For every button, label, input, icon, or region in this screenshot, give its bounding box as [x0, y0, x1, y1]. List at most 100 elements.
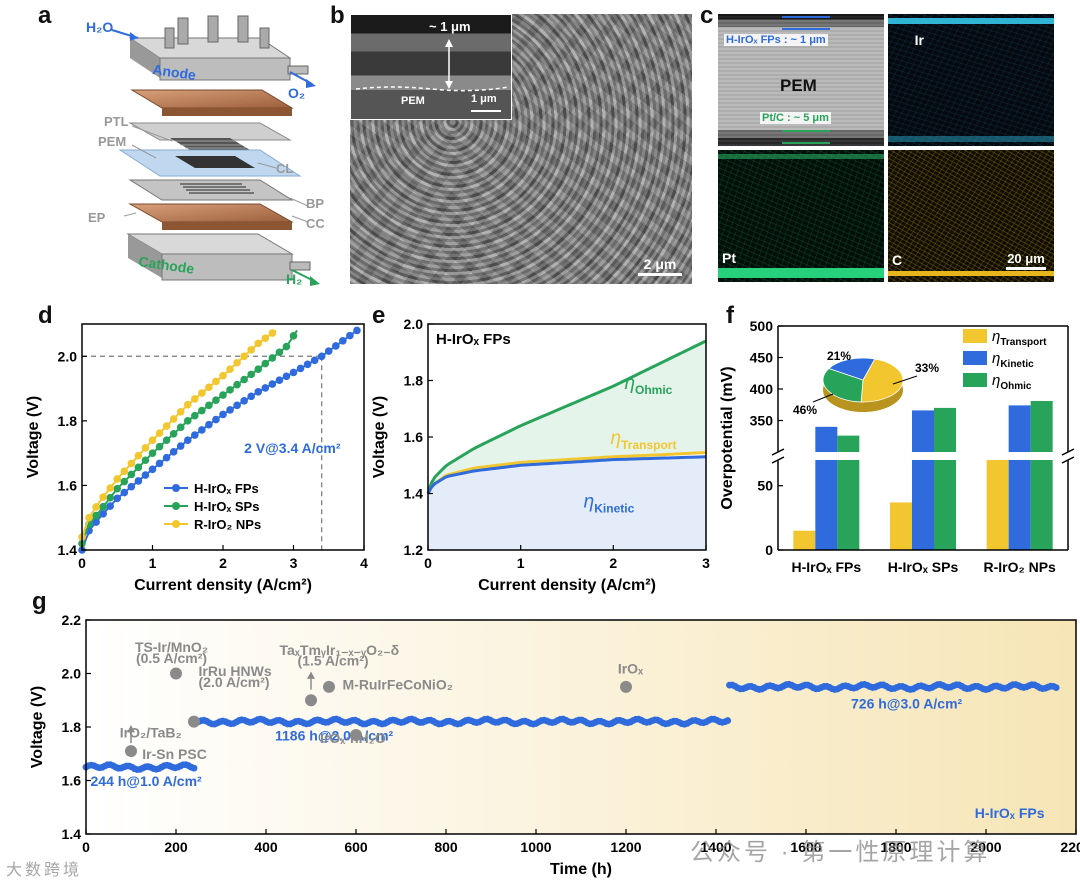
d-point-1 [99, 502, 107, 511]
d-legend-label-2: R-IrO₂ NPs [194, 517, 261, 532]
d-point-0 [296, 364, 305, 373]
g-x-tick-label: 1600 [790, 839, 821, 855]
d-point-0 [226, 406, 234, 414]
eds-label-c: C [892, 252, 903, 268]
inset-scale-label: 1 μm [471, 93, 497, 105]
d-x-tick-label: 1 [149, 555, 157, 571]
g-ref-arrow-head [127, 725, 135, 733]
g-x-tick-label: 800 [434, 839, 458, 855]
d-point-1 [127, 470, 136, 479]
d-legend-marker-2 [172, 520, 180, 528]
d-point-0 [339, 336, 347, 345]
f-break-mark [771, 456, 785, 464]
ptc-thickness-label: Pt/C : ~ 5 μm [760, 112, 831, 124]
g-ref-label-1: Ir-Sn PSC [142, 746, 207, 762]
d-legend-marker-0 [172, 484, 180, 492]
d-point-1 [219, 391, 227, 399]
overpotential-bar-chart: H-IrOₓ FPs H-IrOₓ SPs R-IrO₂ NPs 0 50 350 400… [719, 318, 1075, 575]
f-break-mark [1061, 448, 1075, 456]
f-pie-slice-0 [860, 358, 904, 403]
d-point-0 [162, 453, 171, 462]
d-point-2 [212, 377, 220, 386]
g-y-tick-label: 2.0 [62, 666, 82, 682]
d-point-0 [346, 331, 354, 340]
panel-label-e: e [372, 302, 386, 329]
f-y-tick-label: 0 [765, 542, 773, 558]
g-ref-point [170, 667, 182, 680]
f-y-axis-label: Overpotential (mV) [719, 366, 736, 509]
anode-block [128, 15, 309, 81]
g-point-2 [1052, 684, 1060, 691]
eds-map-ir: Ir [888, 14, 1054, 146]
e-x-tick-label: 3 [702, 555, 710, 571]
eds-map-pt: Pt [718, 150, 884, 282]
f-y-tick-label: 50 [757, 478, 773, 494]
d-point-1 [148, 449, 157, 457]
d-point-2 [183, 400, 192, 409]
e-ohmic-line [426, 339, 707, 494]
d-point-1 [176, 423, 185, 432]
d-point-1 [240, 375, 248, 384]
d-point-0 [303, 360, 312, 369]
g-ref-point [350, 729, 362, 742]
g-background [86, 620, 1076, 834]
g-x-tick-label: 2000 [970, 839, 1001, 855]
g-ref-point [188, 715, 200, 728]
f-bar-0-0 [793, 530, 816, 550]
g-ref-arrow-head [307, 671, 315, 679]
panel-label-b: b [330, 2, 345, 29]
d-point-0 [99, 510, 107, 518]
d-point-2 [113, 475, 122, 483]
f-category-label-1: H-IrOₓ SPs [888, 559, 959, 575]
d-point-0 [148, 465, 157, 474]
d-point-0 [353, 326, 361, 335]
d-point-0 [120, 488, 129, 497]
d-point-0 [282, 372, 291, 381]
g-x-tick-label: 1400 [700, 839, 731, 855]
d-point-0 [324, 347, 333, 355]
g-ref-label-2: TS-Ir/MnO₂ [135, 639, 208, 655]
d-point-0 [212, 415, 220, 424]
g-segment-label-0: 244 h@1.0 A/cm² [91, 773, 203, 789]
e-transport-line [426, 451, 707, 495]
d-legend-marker-1 [172, 502, 180, 510]
d-point-2 [240, 352, 248, 361]
d-point-1 [226, 386, 234, 394]
d-point-0 [233, 401, 241, 410]
g-y-tick-label: 1.8 [62, 719, 82, 735]
g-x-axis-label: Time (h) [550, 861, 612, 878]
g-x-tick-label: 400 [254, 839, 278, 855]
e-x-axis-label: Current density (A/cm²) [478, 577, 656, 594]
eds-map-c: C 20 μm [888, 150, 1054, 282]
g-ref-label-6: TaₓTmᵧIr₁₋ₓ₋ᵧO₂₋δ [280, 642, 400, 658]
d-x-tick-label: 3 [290, 555, 298, 571]
label-cathode: Cathode [138, 253, 196, 277]
d-point-0 [106, 502, 114, 510]
panel-label-f: f [726, 302, 734, 329]
d-legend-label-0: H-IrOₓ FPs [194, 481, 259, 496]
d-y-tick-label: 1.4 [58, 542, 78, 558]
d-point-2 [106, 484, 114, 492]
f-bar-0-1 [890, 502, 912, 550]
eds-label-pt: Pt [722, 250, 736, 266]
g-ref-label-8: M-RuIrFeCoNiO₂ [343, 677, 453, 693]
f-legend-swatch-0 [963, 329, 987, 343]
label-h2o: H₂O [86, 19, 113, 35]
f-y-tick-label: 400 [750, 381, 774, 397]
g-ref-label-10: IrOₓ [618, 661, 644, 677]
f-bar-high-1-2 [1008, 405, 1031, 452]
e-ohmic-label: ηOhmic [624, 373, 672, 397]
d-point-1 [169, 429, 178, 438]
current-collector-bottom [128, 203, 294, 223]
f-bar-high-2-2 [1030, 400, 1053, 452]
d-point-1 [134, 463, 143, 472]
d-x-axis-label: Current density (A/cm²) [134, 577, 312, 594]
panel-label-a: a [38, 2, 52, 29]
d-point-2 [155, 429, 164, 437]
sem-inset-cross-section: ~ 1 μm PEM 1 μm [350, 14, 512, 120]
g-y-tick-label: 1.6 [62, 773, 82, 789]
g-y-tick-label: 1.4 [62, 826, 82, 842]
f-pie-label-2: 21% [827, 349, 851, 363]
d-annotation: 2 V@3.4 A/cm² [244, 440, 341, 456]
e-x-tick-label: 2 [609, 555, 617, 571]
